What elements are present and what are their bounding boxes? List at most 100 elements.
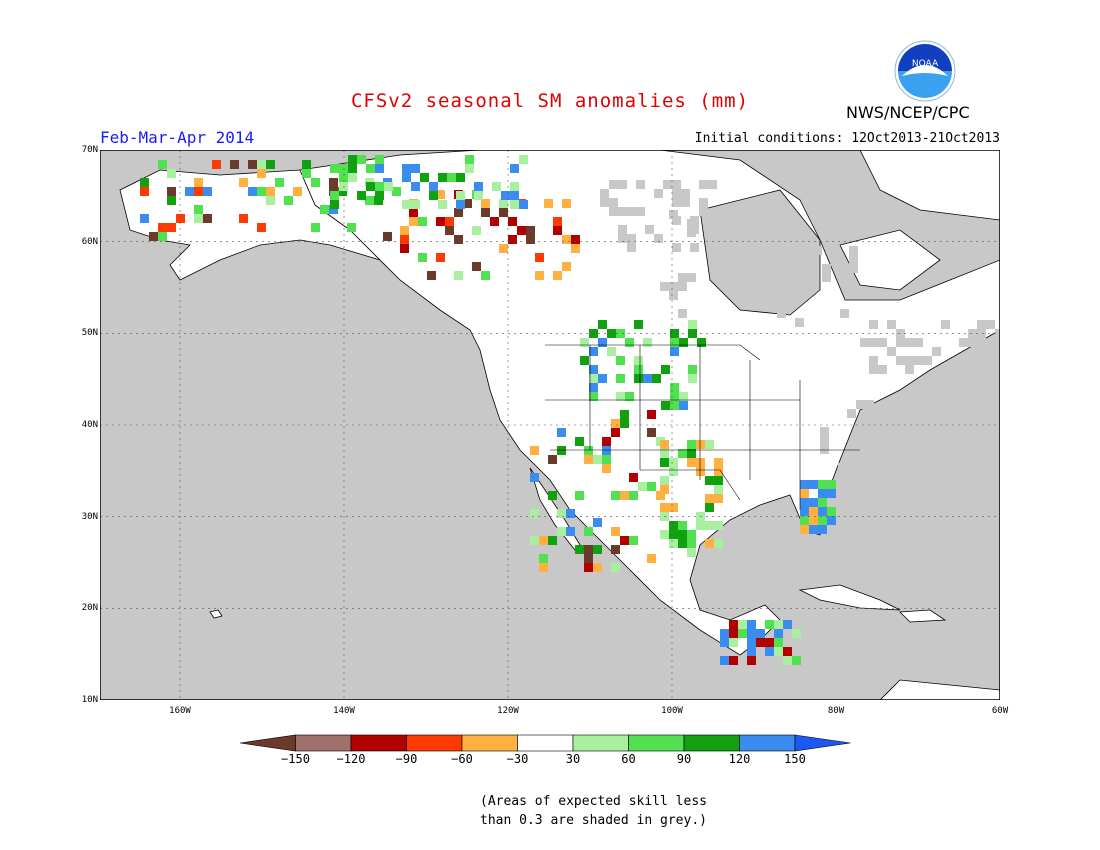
anomaly-cell — [800, 489, 809, 498]
low-skill-cell — [982, 472, 991, 481]
low-skill-cell — [955, 409, 964, 418]
anomaly-cell — [167, 223, 176, 232]
low-skill-cell — [636, 180, 645, 189]
anomaly-cell — [402, 164, 411, 173]
low-skill-cell — [941, 320, 950, 329]
low-skill-cell — [822, 228, 831, 237]
anomaly-cell — [311, 223, 320, 232]
low-skill-cell — [705, 210, 714, 219]
anomaly-cell — [553, 271, 562, 280]
anomaly-cell — [519, 200, 528, 209]
anomaly-cell — [167, 196, 176, 205]
colorbar-segment — [572, 734, 629, 752]
anomaly-cell — [687, 449, 696, 458]
anomaly-cell — [616, 356, 625, 365]
anomaly-cell — [705, 503, 714, 512]
anomaly-cell — [660, 458, 669, 467]
anomaly-cell — [366, 182, 375, 191]
low-skill-cell — [759, 291, 768, 300]
anomaly-cell — [774, 647, 783, 656]
anomaly-cell — [687, 530, 696, 539]
anomaly-cell — [705, 521, 714, 530]
anomaly-cell — [593, 545, 602, 554]
longitude-label: 120W — [497, 706, 519, 716]
anomaly-cell — [656, 491, 665, 500]
anomaly-cell — [454, 208, 463, 217]
low-skill-cell — [681, 189, 690, 198]
low-skill-cell — [847, 454, 856, 463]
anomaly-cell — [203, 187, 212, 196]
anomaly-cell — [140, 178, 149, 187]
anomaly-cell — [687, 458, 696, 467]
low-skill-cell — [896, 338, 905, 347]
colorbar-tick-label: 150 — [784, 752, 806, 766]
low-skill-cell — [950, 365, 959, 374]
low-skill-cell — [768, 210, 777, 219]
low-skill-cell — [955, 418, 964, 427]
anomaly-cell — [302, 169, 311, 178]
low-skill-cell — [723, 228, 732, 237]
anomaly-cell — [436, 253, 445, 262]
anomaly-cell — [661, 365, 670, 374]
anomaly-cell — [756, 629, 765, 638]
anomaly-cell — [643, 374, 652, 383]
anomaly-cell — [454, 235, 463, 244]
low-skill-cell — [887, 347, 896, 356]
low-skill-cell — [822, 264, 831, 273]
anomaly-cell — [584, 563, 593, 572]
anomaly-cell — [589, 374, 598, 383]
anomaly-cell — [729, 629, 738, 638]
colorbar-segment — [628, 734, 685, 752]
anomaly-cell — [729, 656, 738, 665]
colorbar-tick-label: 30 — [565, 752, 581, 766]
low-skill-cell — [672, 216, 681, 225]
low-skill-cell — [986, 320, 995, 329]
anomaly-cell — [140, 214, 149, 223]
low-skill-cell — [878, 365, 887, 374]
anomaly-cell — [670, 329, 679, 338]
initial-conditions: Initial conditions: 12Oct2013-21Oct2013 — [694, 131, 1000, 146]
low-skill-cell — [896, 356, 905, 365]
anomaly-cell — [375, 191, 384, 200]
anomaly-cell — [714, 476, 723, 485]
anomaly-cell — [510, 182, 519, 191]
anomaly-cell — [660, 503, 669, 512]
anomaly-cell — [548, 491, 557, 500]
anomaly-cell — [669, 521, 678, 530]
anomaly-cell — [827, 489, 836, 498]
anomaly-cell — [661, 401, 670, 410]
anomaly-cell — [679, 338, 688, 347]
anomaly-cell — [438, 200, 447, 209]
low-skill-cell — [968, 329, 977, 338]
anomaly-cell — [409, 217, 418, 226]
anomaly-cell — [418, 253, 427, 262]
anomaly-cell — [747, 656, 756, 665]
latitude-label: 70N — [81, 145, 98, 155]
anomaly-cell — [530, 446, 539, 455]
anomaly-cell — [347, 223, 356, 232]
low-skill-cell — [663, 180, 672, 189]
low-skill-cell — [928, 427, 937, 436]
anomaly-cell — [800, 480, 809, 489]
colorbar-segment — [350, 734, 407, 752]
low-skill-cell — [681, 198, 690, 207]
low-skill-cell — [910, 463, 919, 472]
low-skill-cell — [600, 198, 609, 207]
anomaly-cell — [611, 428, 620, 437]
anomaly-cell — [230, 160, 239, 169]
colorbar-segment — [295, 734, 352, 752]
anomaly-cell — [669, 467, 678, 476]
low-skill-cell — [910, 445, 919, 454]
low-skill-cell — [995, 329, 1000, 338]
anomaly-cell — [348, 164, 357, 173]
low-skill-cell — [669, 291, 678, 300]
anomaly-cell — [562, 199, 571, 208]
anomaly-cell — [508, 217, 517, 226]
low-skill-cell — [928, 400, 937, 409]
anomaly-cell — [194, 214, 203, 223]
anomaly-cell — [580, 338, 589, 347]
anomaly-cell — [194, 178, 203, 187]
low-skill-cell — [714, 255, 723, 264]
anomaly-cell — [571, 235, 580, 244]
low-skill-cell — [874, 445, 883, 454]
